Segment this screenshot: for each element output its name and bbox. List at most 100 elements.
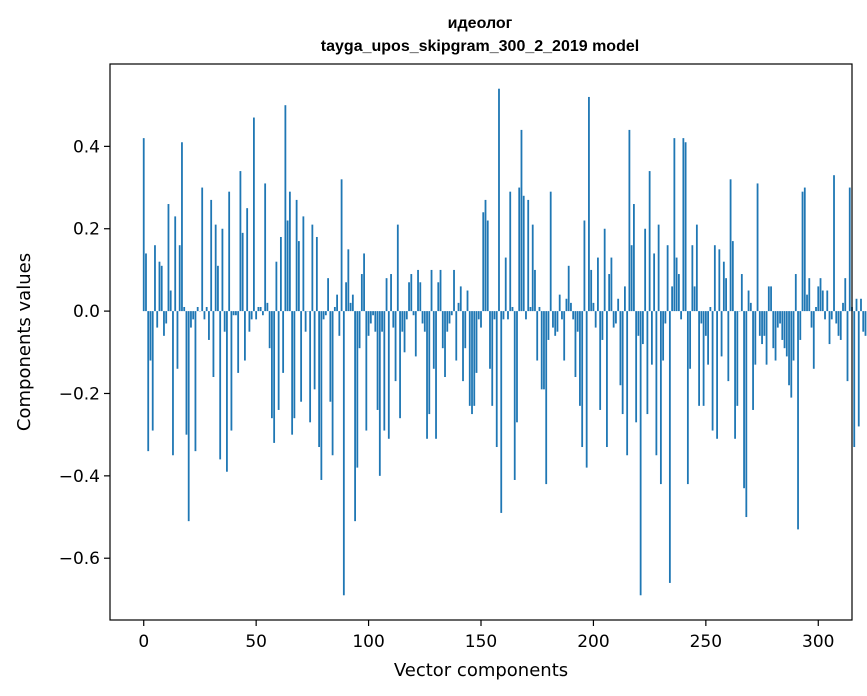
bar <box>565 298 568 312</box>
bar <box>477 311 480 320</box>
bar <box>502 311 505 320</box>
bar <box>837 311 840 336</box>
bar <box>244 311 246 361</box>
bar <box>327 278 329 312</box>
bar <box>718 249 721 312</box>
bar <box>529 306 532 312</box>
y-tick-label: −0.2 <box>59 384 100 404</box>
bar <box>615 311 617 324</box>
bar <box>302 216 305 312</box>
bar <box>250 311 253 320</box>
bar <box>304 311 307 332</box>
bar <box>464 311 467 349</box>
bar <box>810 311 813 328</box>
bar <box>498 88 500 312</box>
bar <box>619 311 622 386</box>
chart-title: идеолог <box>448 15 513 32</box>
bar <box>167 204 170 312</box>
bar <box>862 311 865 332</box>
bar <box>592 302 595 312</box>
bar <box>230 311 233 431</box>
bar <box>574 311 577 378</box>
bar <box>695 224 698 312</box>
bar <box>644 228 647 312</box>
bar <box>363 253 365 312</box>
bar <box>848 187 851 312</box>
bar <box>779 311 781 324</box>
bar <box>857 311 860 427</box>
bar <box>668 311 671 583</box>
bar <box>815 306 817 312</box>
bar <box>594 311 597 328</box>
bar <box>183 306 186 312</box>
bar <box>365 311 368 431</box>
bar <box>698 311 700 406</box>
bar <box>828 311 831 345</box>
bar <box>342 311 345 596</box>
bar <box>581 311 584 448</box>
bar <box>563 311 566 361</box>
bar <box>612 311 615 328</box>
bar <box>158 261 161 312</box>
bar <box>417 269 419 312</box>
bar <box>725 278 727 312</box>
bar <box>448 311 451 324</box>
bar <box>855 298 858 312</box>
bar <box>349 302 352 312</box>
bar <box>297 241 300 312</box>
bar <box>403 311 406 353</box>
bar <box>205 306 208 312</box>
bar <box>221 228 224 312</box>
y-tick-label: −0.6 <box>59 549 100 569</box>
bar <box>716 311 718 439</box>
bar <box>324 311 327 316</box>
bar <box>345 282 347 312</box>
bar <box>639 311 642 596</box>
bar <box>430 269 433 312</box>
x-tick-label: 300 <box>802 632 834 652</box>
bar <box>572 311 575 320</box>
bar <box>774 311 777 361</box>
bar <box>253 117 255 312</box>
bar <box>520 129 523 312</box>
bar <box>338 311 341 336</box>
bar <box>648 171 651 312</box>
bar <box>484 199 487 312</box>
bar <box>558 294 561 312</box>
bar <box>293 311 296 419</box>
bar <box>149 311 152 361</box>
bar <box>192 311 195 320</box>
bar <box>657 224 660 312</box>
bar <box>385 278 388 312</box>
bar <box>450 311 453 316</box>
bar <box>864 311 867 336</box>
bar <box>282 311 285 373</box>
bar <box>792 311 795 361</box>
bar <box>336 294 338 312</box>
bar <box>561 311 563 320</box>
bar <box>172 311 174 456</box>
bar <box>608 274 611 312</box>
bar <box>394 311 397 382</box>
bar <box>522 195 525 312</box>
bar <box>482 212 485 312</box>
bar <box>689 311 692 369</box>
bar <box>219 311 222 460</box>
bar <box>677 274 680 312</box>
bar <box>682 138 685 312</box>
bar <box>446 311 449 332</box>
x-axis-ticks: 0 50 100 150 200 250 300 <box>138 620 834 652</box>
bar <box>599 311 602 410</box>
bar <box>545 311 548 485</box>
bar <box>686 311 689 485</box>
bar <box>239 171 242 312</box>
bar <box>266 302 269 312</box>
bar <box>702 311 705 406</box>
bar <box>235 311 237 316</box>
bar <box>262 311 264 316</box>
bar <box>797 311 799 530</box>
plot-frame <box>109 63 853 621</box>
bar <box>169 290 172 312</box>
bar <box>142 138 145 312</box>
bar <box>635 311 638 423</box>
